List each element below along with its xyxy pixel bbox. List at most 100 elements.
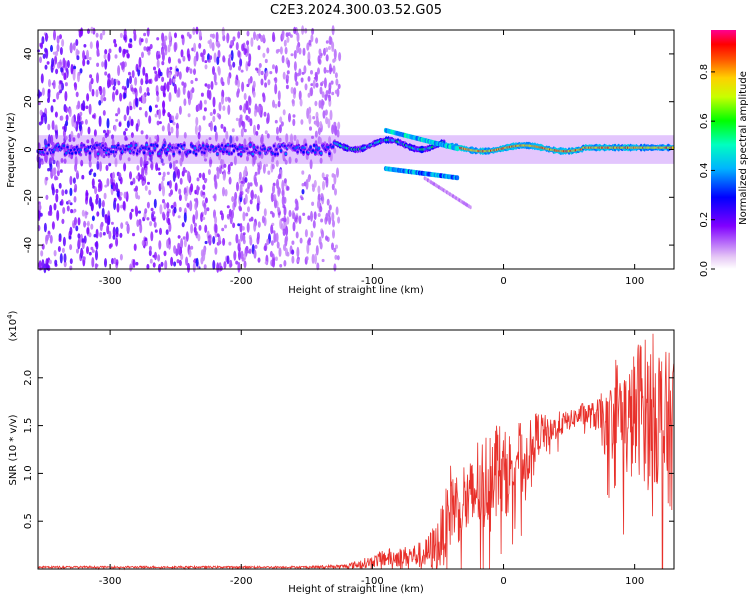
- spectrogram-noise-cell: [199, 100, 203, 111]
- spectrogram-noise-cell: [231, 128, 235, 133]
- spectrogram-noise-cell: [129, 211, 133, 220]
- spectrogram-noise-cell: [122, 200, 126, 211]
- spectrogram-noise-cell: [213, 72, 217, 83]
- snr-plot-area: [38, 330, 674, 569]
- spectrogram-noise-cell: [156, 37, 160, 41]
- spectrogram-noise-cell: [267, 79, 271, 86]
- snr-ytick-label: 0.5: [23, 513, 34, 529]
- spectrogram-noise-cell: [173, 206, 177, 214]
- spectrogram-noise-cell: [294, 71, 298, 82]
- spectrogram-noise-cell: [238, 205, 242, 211]
- spectrogram-noise-cell: [318, 48, 322, 56]
- spectrogram-noise-cell: [107, 52, 111, 62]
- spectrogram-noise-cell: [75, 39, 79, 46]
- spectrogram-noise-cell: [61, 218, 65, 225]
- spectrogram-noise-cell: [267, 170, 271, 175]
- spectrogram-noise-cell: [166, 239, 170, 249]
- colorbar-ticks: 0.0 0.2 0.4 0.6 0.8: [699, 64, 715, 277]
- spectrogram-noise-cell: [288, 209, 292, 218]
- spectrogram-noise-cell: [323, 77, 327, 89]
- spectrogram-noise-cell: [284, 46, 288, 55]
- spectrogram-noise-cell: [260, 133, 264, 145]
- spectrogram-noise-cell: [123, 162, 127, 172]
- spectrogram-noise-cell: [164, 44, 168, 52]
- spectrogram-noise-cell: [282, 109, 286, 116]
- spectrogram-noise-cell: [98, 100, 102, 106]
- spectrogram-noise-cell: [81, 174, 85, 180]
- spectrogram-track-core: [272, 144, 276, 148]
- spectrogram-noise-cell: [183, 82, 187, 88]
- spectrogram-noise-cell: [60, 199, 64, 206]
- spectrogram-noise-cell: [270, 224, 274, 235]
- spectrogram-noise-cell: [255, 33, 259, 42]
- spectrogram-track-core: [47, 143, 50, 147]
- spectrogram-noise-cell: [154, 251, 157, 261]
- spectrogram-noise-cell: [260, 78, 264, 86]
- snr-xtick-label: 0: [500, 576, 506, 587]
- spectrogram-noise-cell: [136, 219, 140, 227]
- spectrogram-noise-cell: [112, 226, 116, 238]
- spectrogram-noise-cell: [112, 183, 116, 192]
- spectrogram-track-core: [171, 146, 174, 150]
- spectrogram-noise-cell: [300, 119, 304, 125]
- spectrogram-noise-cell: [99, 161, 102, 172]
- spectrogram-noise-cell: [77, 233, 81, 239]
- spectrogram-noise-cell: [61, 38, 65, 47]
- spectrogram-noise-cell: [126, 105, 130, 116]
- spectrogram-noise-cell: [104, 49, 108, 55]
- spectrogram-noise-cell: [264, 261, 268, 265]
- spectrogram-noise-cell: [190, 80, 194, 84]
- spectrogram-noise-cell: [276, 126, 279, 135]
- spectrogram-noise-cell: [194, 230, 198, 236]
- spectrogram-noise-cell: [144, 110, 148, 118]
- spectrogram-noise-cell: [61, 189, 65, 197]
- spectrogram-noise-cell: [94, 186, 98, 195]
- spectrogram-noise-cell: [183, 98, 187, 106]
- spectrogram-noise-cell: [144, 167, 148, 174]
- spectrogram-noise-cell: [123, 114, 127, 122]
- spectrogram-noise-cell: [165, 229, 169, 235]
- spectrogram-noise-cell: [229, 259, 233, 268]
- spectrogram-noise-cell: [191, 87, 195, 94]
- spectrogram-noise-cell: [55, 128, 59, 140]
- spectrogram-noise-cell: [312, 220, 316, 229]
- spectrogram-noise-cell: [286, 186, 290, 191]
- spectrogram-noise-cell: [215, 31, 219, 43]
- spectrogram-noise-cell: [283, 218, 287, 223]
- spectrogram-noise-cell: [44, 153, 47, 163]
- spectrogram-noise-cell: [330, 80, 334, 85]
- spectrogram-noise-cell: [209, 112, 213, 116]
- spectrogram-noise-cell: [320, 98, 324, 110]
- spectrogram-track-core: [101, 144, 105, 148]
- spectrogram-noise-cell: [256, 202, 260, 212]
- spectrogram-noise-cell: [86, 246, 89, 255]
- spectrogram-noise-cell: [90, 77, 94, 85]
- spectrogram-noise-cell: [209, 55, 213, 60]
- spectrogram-noise-cell: [190, 183, 194, 193]
- spectrogram-noise-cell: [118, 122, 122, 127]
- spectrogram-noise-cell: [217, 49, 221, 59]
- spectrogram-xlabel: Height of straight line (km): [288, 285, 424, 296]
- spectrogram-noise-cell: [302, 212, 306, 216]
- spectrogram-noise-cell: [166, 211, 170, 218]
- spectrogram-noise-cell: [302, 47, 306, 56]
- spectrogram-track-core: [119, 147, 122, 151]
- spectrogram-track-core: [236, 147, 239, 151]
- spectrogram-noise-cell: [188, 249, 192, 258]
- spectrogram-noise-cell: [130, 132, 134, 139]
- spectrogram-noise-cell: [337, 121, 341, 130]
- spectrogram-noise-cell: [134, 205, 138, 214]
- spectrogram-noise-cell: [47, 233, 51, 238]
- spectrogram-noise-cell: [44, 64, 48, 70]
- spectrogram-noise-cell: [41, 259, 45, 269]
- spectrogram-noise-cell: [102, 136, 106, 143]
- spectrogram-noise-cell: [214, 223, 218, 234]
- spectrogram-noise-region: [36, 25, 342, 274]
- spectrogram-noise-cell: [180, 34, 184, 39]
- spectrogram-noise-cell: [91, 257, 95, 268]
- spectrogram-noise-cell: [332, 65, 336, 74]
- spectrogram-noise-cell: [168, 77, 172, 86]
- spectrogram-noise-cell: [82, 256, 86, 261]
- spectrogram-noise-cell: [279, 46, 283, 55]
- spectrogram-noise-cell: [250, 189, 254, 199]
